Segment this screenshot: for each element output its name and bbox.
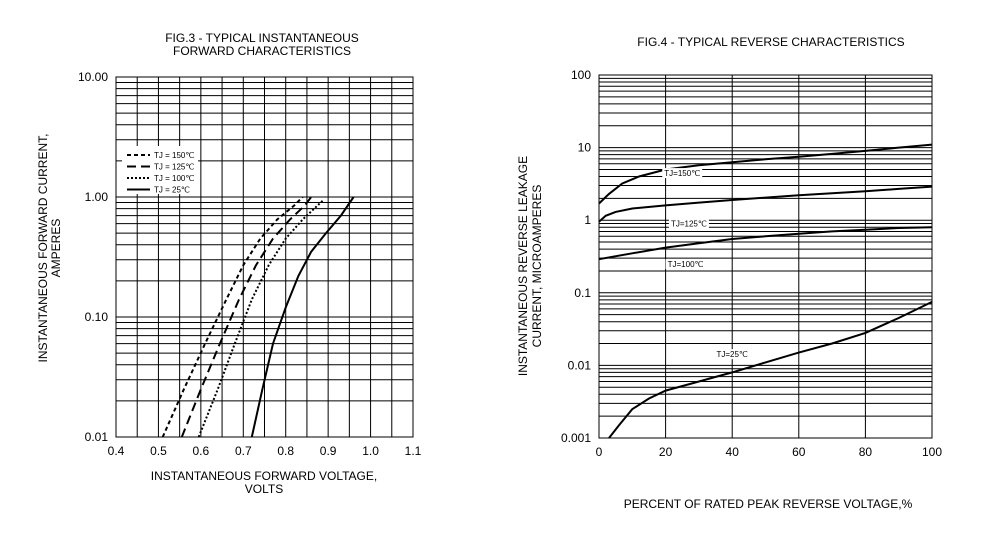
fig3-legend-label: TJ = 150℃ — [154, 151, 194, 160]
fig3-legend-label: TJ = 100℃ — [154, 174, 194, 183]
fig3-legend-label: TJ = 125℃ — [154, 163, 194, 172]
fig3-xtick-label: 0.6 — [193, 444, 210, 458]
fig4-curve-label: TJ=125℃ — [671, 219, 707, 228]
fig4-ylabel-line2: CURRENT, MICROAMPERES — [530, 185, 544, 348]
fig3-legend: TJ = 150℃ TJ = 125℃ TJ = 100℃ TJ = 25℃ — [122, 146, 198, 195]
fig4-xtick-label: 60 — [792, 445, 806, 459]
fig4-xtick-label: 0 — [596, 445, 603, 459]
fig3-xtick-label: 0.5 — [150, 444, 167, 458]
fig4-series-line — [598, 185, 933, 223]
fig4-curve-label-bg — [668, 218, 709, 229]
fig4-curve-label-bg — [662, 168, 703, 179]
fig4-ytick-label: 1 — [584, 213, 591, 227]
fig4-curve-label: TJ=25℃ — [716, 350, 747, 359]
fig3-xlabel-line2: VOLTS — [245, 482, 283, 496]
fig3-xtick-label: 0.4 — [108, 444, 125, 458]
fig4-curve-label-bg — [665, 259, 706, 270]
fig3-ytick-label: 1.00 — [85, 190, 109, 204]
fig4-curve-label: TJ=100℃ — [668, 260, 704, 269]
fig4-grid — [598, 74, 933, 439]
fig3-legend-label: TJ = 25℃ — [154, 186, 190, 195]
fig3-series-line — [197, 198, 325, 438]
fig3-xtick-label: 0.8 — [277, 444, 294, 458]
fig3-ytick-label: 0.01 — [85, 430, 109, 444]
fig4-plot — [598, 143, 933, 439]
fig4-ytick-label: 10 — [578, 141, 592, 155]
fig4-xtick-label: 40 — [726, 445, 740, 459]
fig3-ylabel-line1: INSTANTANEOUS FORWARD CURRENT, — [36, 134, 50, 363]
fig4-series-line — [598, 226, 933, 261]
fig3-xlabel-line1: INSTANTANEOUS FORWARD VOLTAGE, — [151, 469, 377, 483]
fig4-ytick-label: 0.01 — [568, 358, 592, 372]
fig3-plot — [161, 196, 355, 438]
fig3-ylabel-line2: AMPERES — [49, 219, 63, 278]
fig4-curve-label-bg — [712, 349, 753, 360]
fig3-xtick-label: 1.1 — [405, 444, 422, 458]
fig4-series-line — [598, 143, 933, 205]
fig4-ytick-label: 100 — [571, 68, 591, 82]
fig3-grid — [115, 76, 414, 438]
fig4-xtick-label: 20 — [659, 445, 673, 459]
fig3-ticks: 0.4 0.5 0.6 0.7 0.8 0.9 1.0 1.1 0.01 0.10 1.00 10.0… — [78, 70, 422, 458]
fig4-frame — [598, 74, 933, 439]
fig4-ytick-label: 0.1 — [574, 286, 591, 300]
fig4-ticks: 0 20 40 60 80 100 0.001 0.01 0.1 1 10 100 — [561, 68, 942, 459]
fig4-series-line — [608, 300, 933, 439]
fig3-xtick-label: 0.9 — [320, 444, 337, 458]
fig4-xtick-label: 80 — [859, 445, 873, 459]
fig4-ytick-label: 0.001 — [561, 431, 591, 445]
fig4-xlabel: PERCENT OF RATED PEAK REVERSE VOLTAGE,% — [624, 497, 913, 511]
fig4-xtick-label: 100 — [922, 445, 942, 459]
fig3-series-line — [250, 196, 355, 438]
fig3-title-line1: FIG.3 - TYPICAL INSTANTANEOUS — [165, 31, 359, 45]
fig3-xtick-label: 0.7 — [235, 444, 252, 458]
fig4-ylabel-line1: INSTANTANEOUS REVERSE LEAKAGE — [516, 156, 530, 376]
fig3-ytick-label: 10.00 — [78, 70, 108, 84]
fig4-curve-label: TJ=150℃ — [664, 169, 700, 178]
fig3-xtick-label: 1.0 — [362, 444, 379, 458]
fig3-title-line2: FORWARD CHARACTERISTICS — [173, 44, 351, 58]
fig4-curve-labels: TJ=150℃ TJ=125℃ TJ=100℃ TJ=25℃ — [662, 168, 753, 360]
fig3-series-line — [161, 196, 304, 438]
fig3-ytick-label: 0.10 — [85, 310, 109, 324]
fig4-title: FIG.4 - TYPICAL REVERSE CHARACTERISTICS — [637, 35, 904, 49]
fig3-series-line — [180, 196, 312, 438]
